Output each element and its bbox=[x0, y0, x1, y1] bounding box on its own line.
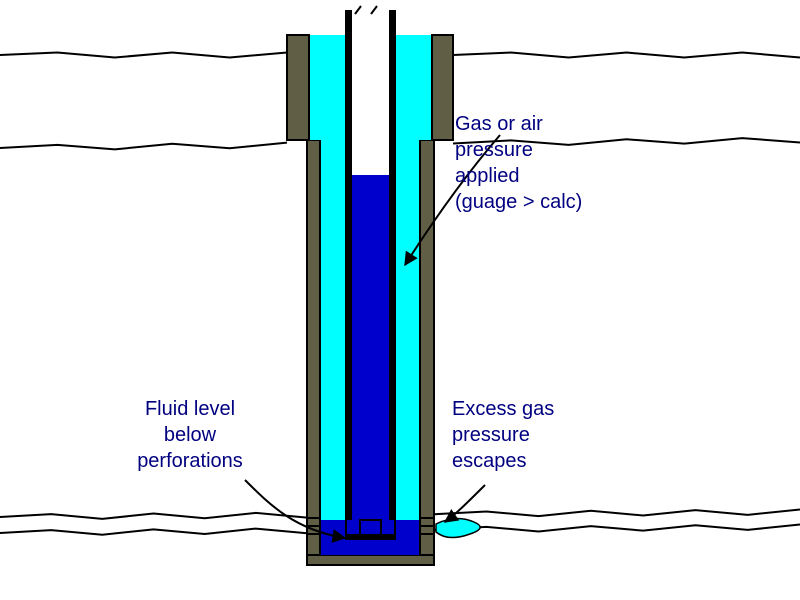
diagram-label: Excess gas bbox=[452, 398, 554, 420]
diagram-label: pressure bbox=[455, 139, 533, 161]
diagram-label: Gas or air bbox=[455, 113, 543, 135]
diagram-label: perforations bbox=[137, 450, 243, 472]
diagram-label: below bbox=[164, 424, 217, 446]
diagram-label: pressure bbox=[452, 424, 530, 446]
diagram-label: (guage > calc) bbox=[455, 191, 582, 213]
diagram-label: applied bbox=[455, 165, 520, 187]
diagram-label: Fluid level bbox=[145, 398, 235, 420]
diagram-label: escapes bbox=[452, 450, 527, 472]
